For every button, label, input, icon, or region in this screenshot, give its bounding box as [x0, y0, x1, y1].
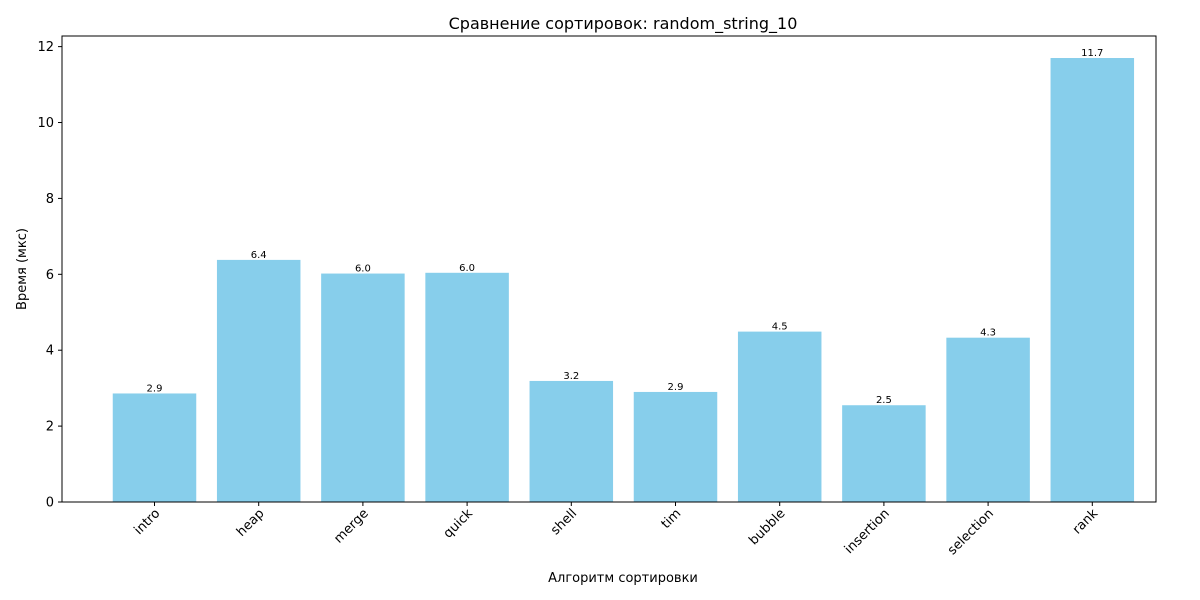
- x-axis-label: Алгоритм сортировки: [548, 571, 698, 586]
- bar-intro: [112, 393, 197, 502]
- y-tick-label-4: 4: [46, 344, 54, 359]
- bar-bubble: [737, 331, 822, 502]
- bar-tim: [633, 391, 718, 502]
- bar-merge: [321, 273, 405, 502]
- bar-heap: [216, 259, 301, 502]
- y-tick-label-6: 6: [46, 268, 54, 283]
- data-label-heap: 6.4: [251, 250, 267, 261]
- y-tick-label-2: 2: [46, 420, 54, 435]
- y-axis: 0 2 4 6 8 10 12: [37, 40, 62, 511]
- x-tick-label-bubble: bubble: [746, 506, 788, 548]
- data-labels-group: 2.9 6.4 6.0 6.0 3.2 2.9 4.5 2.5 4.3 11.7: [147, 48, 1104, 406]
- bar-insertion: [842, 405, 926, 502]
- y-tick-label-8: 8: [46, 192, 54, 207]
- data-label-insertion: 2.5: [876, 395, 892, 406]
- x-tick-label-intro: intro: [132, 506, 164, 538]
- data-label-selection: 4.3: [980, 328, 996, 339]
- y-axis-label: Время (мкс): [15, 228, 30, 310]
- data-label-rank: 11.7: [1081, 48, 1103, 59]
- x-tick-label-quick: quick: [441, 506, 477, 542]
- y-tick-label-12: 12: [37, 40, 54, 55]
- x-tick-label-selection: selection: [945, 506, 997, 558]
- data-label-quick: 6.0: [459, 263, 475, 274]
- x-tick-label-heap: heap: [234, 506, 268, 540]
- x-axis: intro heap merge quick shell tim bubble inserti…: [132, 502, 1102, 558]
- x-tick-label-insertion: insertion: [842, 506, 893, 557]
- plot-frame: [61, 35, 1157, 503]
- data-label-intro: 2.9: [147, 383, 163, 394]
- bar-rank: [1050, 58, 1135, 503]
- bar-selection: [946, 337, 1030, 502]
- x-tick-label-shell: shell: [548, 506, 580, 538]
- chart-title: Сравнение сортировок: random_string_10: [449, 14, 798, 34]
- x-tick-label-merge: merge: [331, 506, 371, 546]
- x-tick-label-tim: tim: [659, 506, 685, 532]
- data-label-shell: 3.2: [563, 371, 579, 382]
- y-tick-label-0: 0: [46, 496, 54, 511]
- bar-shell: [529, 380, 614, 502]
- bar-quick: [425, 272, 509, 502]
- x-tick-label-rank: rank: [1070, 506, 1102, 538]
- bars-group: [112, 58, 1135, 503]
- data-label-bubble: 4.5: [772, 322, 788, 333]
- data-label-tim: 2.9: [668, 382, 684, 393]
- data-label-merge: 6.0: [355, 264, 371, 275]
- y-tick-label-10: 10: [37, 116, 54, 131]
